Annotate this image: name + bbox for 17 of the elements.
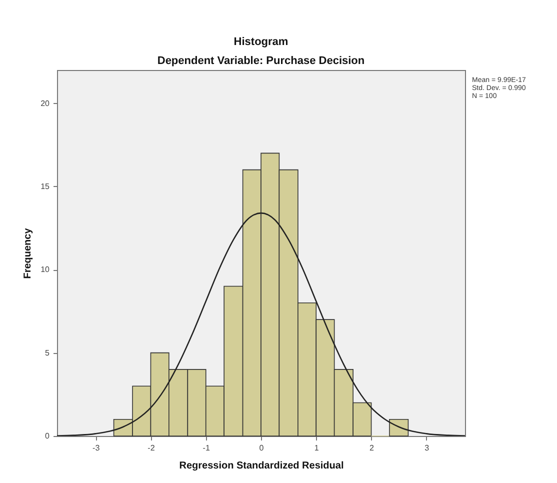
y-tick-label: 10 — [40, 265, 50, 274]
chart-title: Histogram — [234, 36, 288, 48]
x-tick-label: 3 — [424, 444, 430, 452]
x-tick-label: 2 — [370, 444, 375, 452]
line-series — [57, 212, 465, 436]
x-axis-title: Regression Standardized Residual — [179, 460, 344, 472]
y-tick-label: 0 — [45, 432, 50, 440]
y-tick-label: 20 — [40, 98, 50, 108]
x-tick-label: 1 — [314, 444, 320, 452]
x-tick-label: 0 — [259, 444, 264, 452]
y-axis-title: Frequency — [22, 228, 34, 279]
y-tick-label: 15 — [40, 182, 50, 191]
y-tick-label: 5 — [45, 348, 50, 358]
x-tick-label: -3 — [92, 444, 100, 452]
chart-subtitle: Dependent Variable: Purchase Decision — [157, 55, 365, 67]
x-tick-label: -1 — [202, 444, 210, 452]
x-tick-label: -2 — [148, 444, 156, 452]
